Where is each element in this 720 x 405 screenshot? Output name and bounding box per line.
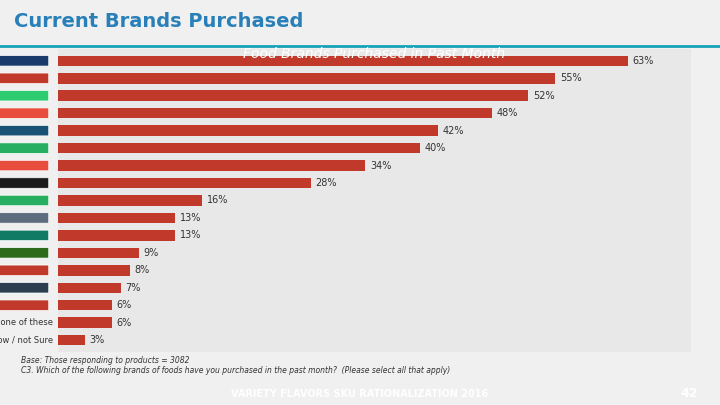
Bar xyxy=(58,213,175,223)
FancyBboxPatch shape xyxy=(0,143,49,153)
Bar xyxy=(58,178,311,188)
Text: 3%: 3% xyxy=(89,335,104,345)
Text: 28%: 28% xyxy=(315,178,337,188)
Bar xyxy=(58,335,85,345)
Text: Food Brands Purchased in Past Month: Food Brands Purchased in Past Month xyxy=(243,47,505,61)
Bar xyxy=(58,143,420,153)
Bar xyxy=(58,160,365,171)
Bar xyxy=(58,230,175,241)
Text: 40%: 40% xyxy=(424,143,446,153)
Text: 63%: 63% xyxy=(632,56,654,66)
Bar xyxy=(58,195,202,206)
FancyBboxPatch shape xyxy=(0,160,49,171)
Text: Base: Those responding to products = 3082
C3. Which of the following brands of f: Base: Those responding to products = 308… xyxy=(22,356,451,375)
Bar xyxy=(58,283,121,293)
Text: 13%: 13% xyxy=(180,213,201,223)
Text: 6%: 6% xyxy=(117,300,132,310)
Bar xyxy=(58,108,492,118)
Text: VARIETY FLAVORS SKU RATIONALIZATION 2016: VARIETY FLAVORS SKU RATIONALIZATION 2016 xyxy=(231,389,489,399)
Text: 34%: 34% xyxy=(370,160,391,171)
FancyBboxPatch shape xyxy=(0,108,49,118)
Text: 42: 42 xyxy=(681,387,698,401)
Text: None of these: None of these xyxy=(0,318,53,327)
Bar xyxy=(58,55,628,66)
Text: 7%: 7% xyxy=(125,283,141,293)
FancyBboxPatch shape xyxy=(0,178,49,188)
FancyBboxPatch shape xyxy=(0,73,49,83)
Text: 52%: 52% xyxy=(533,91,554,101)
FancyBboxPatch shape xyxy=(0,230,49,241)
FancyBboxPatch shape xyxy=(0,126,49,136)
Bar xyxy=(58,300,112,311)
Text: 55%: 55% xyxy=(560,73,582,83)
FancyBboxPatch shape xyxy=(0,55,49,66)
Text: 9%: 9% xyxy=(143,248,159,258)
FancyBboxPatch shape xyxy=(0,90,49,101)
Bar xyxy=(58,265,130,275)
Text: 16%: 16% xyxy=(207,196,228,205)
FancyBboxPatch shape xyxy=(0,195,49,206)
Text: Don't know / not Sure: Don't know / not Sure xyxy=(0,336,53,345)
Text: 48%: 48% xyxy=(497,108,518,118)
Bar xyxy=(58,318,112,328)
FancyBboxPatch shape xyxy=(0,283,49,293)
FancyBboxPatch shape xyxy=(0,247,49,258)
FancyBboxPatch shape xyxy=(0,265,49,275)
Bar xyxy=(58,247,139,258)
FancyBboxPatch shape xyxy=(0,300,49,311)
Text: 6%: 6% xyxy=(117,318,132,328)
Bar xyxy=(58,73,555,83)
Text: 42%: 42% xyxy=(442,126,464,136)
Text: 8%: 8% xyxy=(135,265,150,275)
Text: Current Brands Purchased: Current Brands Purchased xyxy=(14,13,304,31)
Text: 13%: 13% xyxy=(180,230,201,241)
FancyBboxPatch shape xyxy=(0,213,49,223)
Bar xyxy=(58,90,528,101)
Bar xyxy=(58,126,438,136)
